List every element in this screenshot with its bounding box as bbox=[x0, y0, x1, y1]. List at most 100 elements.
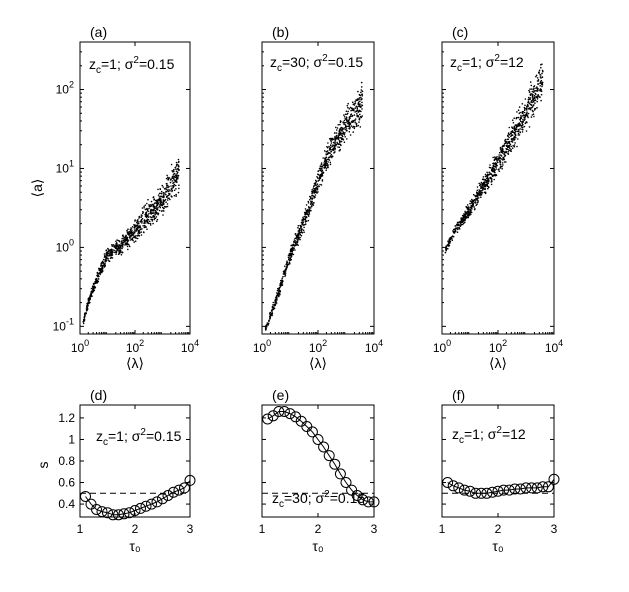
data-marker bbox=[362, 496, 374, 508]
data-marker bbox=[464, 485, 476, 497]
scatter-point bbox=[103, 253, 106, 255]
data-marker bbox=[318, 441, 330, 453]
scatter-point bbox=[158, 199, 161, 201]
scatter-point bbox=[177, 158, 180, 161]
scatter-point bbox=[104, 259, 107, 261]
scatter-point bbox=[140, 220, 142, 222]
scatter-point bbox=[161, 184, 164, 187]
scatter-point bbox=[142, 225, 144, 227]
scatter-point bbox=[332, 148, 334, 150]
scatter-point bbox=[530, 101, 532, 103]
scatter-point bbox=[498, 151, 501, 154]
panel-annotation: zc=1; σ2=12 bbox=[450, 53, 524, 74]
scatter-point bbox=[343, 141, 346, 143]
scatter-point bbox=[152, 222, 154, 225]
scatter-point bbox=[470, 209, 472, 212]
scatter-point bbox=[536, 106, 538, 109]
scatter-point bbox=[513, 125, 516, 128]
scatter-point bbox=[118, 244, 121, 247]
scatter-point bbox=[149, 210, 152, 213]
scatter-point bbox=[319, 167, 322, 170]
data-marker bbox=[91, 504, 102, 515]
scatter-point bbox=[89, 295, 91, 297]
scatter-point bbox=[531, 106, 534, 108]
data-marker bbox=[470, 487, 482, 499]
scatter-point bbox=[292, 249, 295, 251]
scatter-point bbox=[102, 258, 105, 261]
scatter-point bbox=[107, 255, 109, 257]
scatter-point bbox=[518, 134, 521, 136]
scatter-point bbox=[316, 189, 319, 191]
scatter-point bbox=[133, 229, 136, 231]
data-marker bbox=[357, 494, 369, 506]
scatter-point bbox=[359, 105, 362, 108]
scatter-point bbox=[323, 150, 326, 152]
scatter-point bbox=[467, 215, 469, 217]
scatter-point bbox=[153, 199, 155, 201]
scatter-point bbox=[162, 196, 165, 199]
scatter-point bbox=[488, 180, 490, 183]
scatter-point bbox=[505, 147, 508, 150]
scatter-point bbox=[527, 112, 530, 115]
scatter-point bbox=[358, 121, 360, 123]
scatter-point bbox=[331, 155, 334, 158]
scatter-point bbox=[299, 236, 301, 239]
data-marker bbox=[526, 482, 538, 494]
scatter-point bbox=[297, 230, 300, 232]
scatter-point bbox=[522, 114, 525, 116]
scatter-point bbox=[138, 222, 140, 225]
data-marker bbox=[492, 485, 504, 497]
scatter-point bbox=[175, 161, 178, 164]
scatter-point bbox=[321, 179, 324, 181]
scatter-point bbox=[528, 89, 530, 92]
x-tick-label: 3 bbox=[371, 522, 378, 536]
scatter-point bbox=[104, 260, 106, 263]
scatter-point bbox=[272, 306, 275, 309]
scatter-point bbox=[139, 227, 142, 229]
line-panel-f: 1 2 3 (f) zc=1; σ2=12 τ₀ bbox=[439, 387, 560, 554]
scatter-point bbox=[111, 251, 114, 254]
scatter-point bbox=[173, 194, 176, 197]
scatter-point bbox=[345, 121, 347, 124]
scatter-point bbox=[178, 184, 180, 186]
scatter-point bbox=[482, 183, 484, 185]
scatter-point bbox=[157, 199, 159, 201]
scatter-point bbox=[328, 145, 330, 148]
y-tick-label: 0.8 bbox=[58, 454, 75, 468]
scatter-point bbox=[472, 201, 475, 203]
scatter-point bbox=[342, 121, 345, 123]
scatter-point bbox=[134, 225, 136, 228]
scatter-point bbox=[346, 119, 348, 121]
scatter-point bbox=[361, 95, 364, 97]
scatter-point bbox=[526, 106, 528, 108]
scatter-point bbox=[344, 118, 347, 120]
scatter-point bbox=[495, 168, 498, 170]
data-marker bbox=[107, 509, 119, 521]
scatter-point bbox=[145, 208, 147, 210]
scatter-point bbox=[536, 90, 539, 92]
scatter-point bbox=[340, 137, 343, 139]
scatter-point bbox=[538, 72, 540, 74]
scatter-point bbox=[335, 129, 338, 131]
scatter-point bbox=[334, 142, 336, 145]
data-marker bbox=[334, 468, 346, 480]
scatter-point bbox=[329, 161, 332, 164]
scatter-point bbox=[494, 169, 496, 171]
x-axis-label: τ₀ bbox=[129, 538, 141, 554]
scatter-point bbox=[519, 131, 522, 134]
scatter-point bbox=[477, 194, 480, 196]
scatter-point bbox=[160, 190, 163, 193]
scatter-point bbox=[300, 227, 302, 229]
scatter-point bbox=[511, 147, 514, 149]
scatter-point bbox=[465, 212, 467, 214]
scatter-point bbox=[486, 176, 488, 178]
scatter-point bbox=[467, 206, 470, 208]
scatter-point bbox=[131, 226, 134, 228]
scatter-point bbox=[514, 124, 517, 126]
scatter-point bbox=[346, 112, 349, 115]
scatter-point bbox=[272, 308, 275, 311]
scatter-point bbox=[289, 262, 291, 265]
scatter-point bbox=[114, 247, 117, 249]
scatter-point bbox=[286, 260, 288, 263]
scatter-point bbox=[470, 211, 472, 213]
